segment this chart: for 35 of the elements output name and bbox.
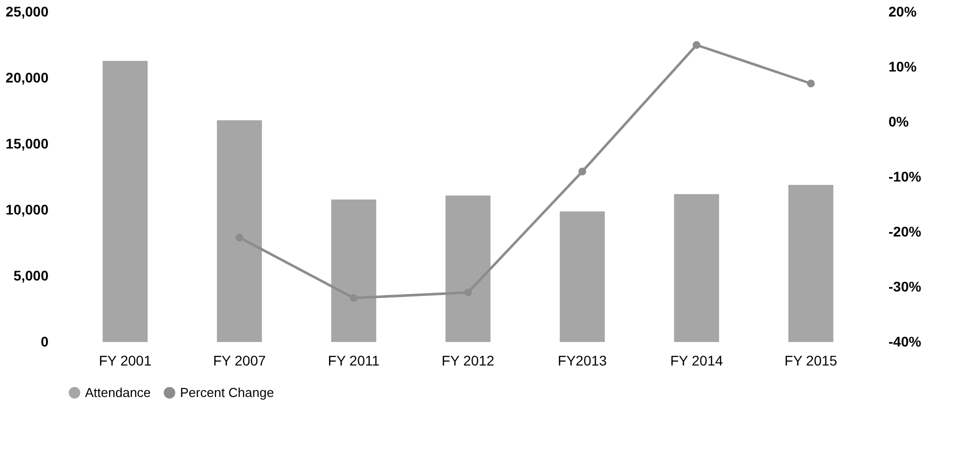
bar: [560, 211, 605, 342]
y2-tick-label: 0%: [888, 114, 910, 130]
x-tick-label: FY 2007: [213, 352, 266, 368]
point: [236, 234, 244, 242]
x-tick-label: FY 2012: [442, 352, 495, 368]
bar: [446, 195, 490, 342]
y2-tick-label: -40%: [888, 334, 922, 350]
x-tick-label: FY2013: [558, 352, 608, 368]
bar: [788, 184, 834, 342]
y-tick-label: 25,000: [6, 4, 49, 20]
point: [350, 294, 358, 302]
point: [464, 288, 472, 296]
y2-tick-label: 20%: [888, 4, 918, 20]
x-tick-label: FY 2015: [784, 352, 838, 368]
point: [806, 80, 815, 88]
y2-tick-label: 10%: [888, 58, 918, 74]
legend-label: Percent Change: [180, 384, 274, 400]
y-tick-label: 15,000: [6, 136, 49, 152]
y2-tick-label: -20%: [888, 224, 922, 240]
bar: [674, 194, 720, 342]
bar: [331, 199, 376, 342]
legend-label: Attendance: [85, 384, 151, 400]
y-tick-label: 20,000: [6, 70, 49, 86]
bar: [102, 60, 148, 342]
y2-tick-label: -10%: [888, 168, 922, 184]
bar: [216, 120, 262, 342]
x-tick-label: FY 2011: [328, 352, 380, 368]
x-tick-label: FY 2014: [670, 352, 724, 368]
point: [578, 168, 586, 176]
y-tick-label: 10,000: [6, 202, 49, 218]
point: [692, 41, 700, 49]
y2-tick-label: -30%: [888, 278, 922, 294]
y-tick-label: 5,000: [13, 268, 49, 284]
x-tick-label: FY 2001: [98, 352, 152, 368]
y-tick-label: 0: [40, 334, 49, 350]
